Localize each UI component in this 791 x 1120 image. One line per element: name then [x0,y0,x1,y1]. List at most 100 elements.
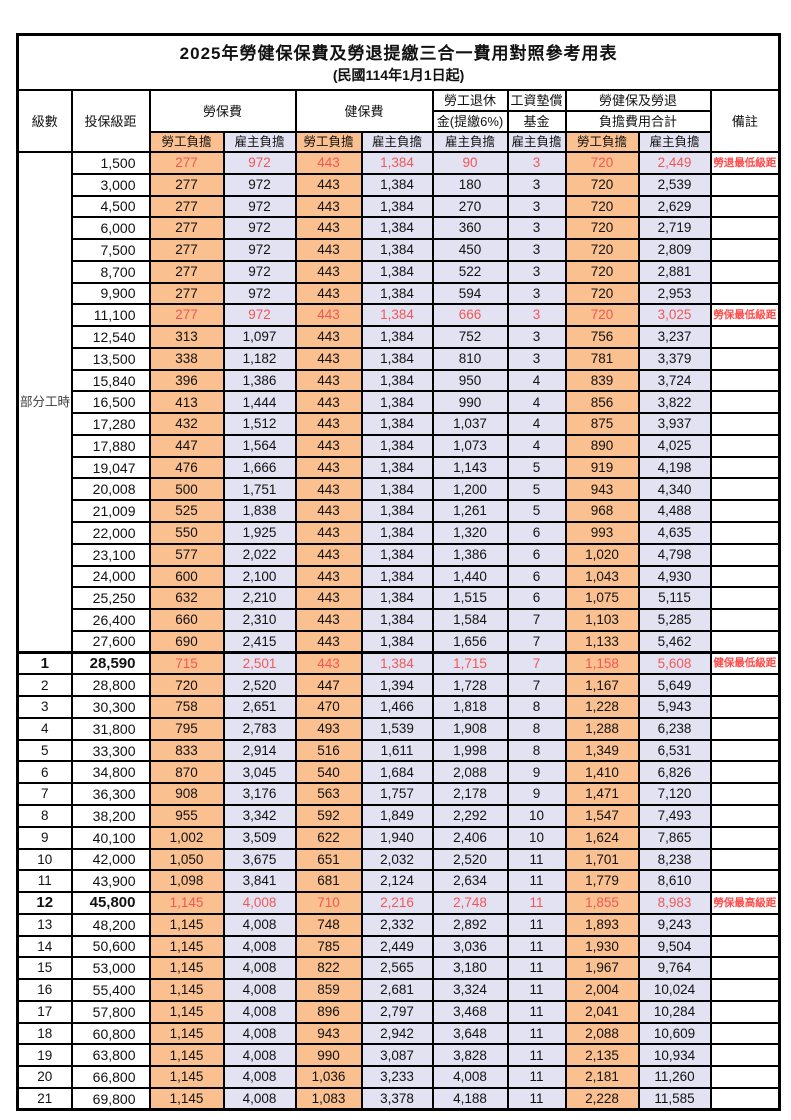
value-cell: 660 [148,608,225,632]
table-row: 6,000 277 972 443 1,384 360 3 720 2,719 [18,216,781,241]
remark-cell [709,238,781,262]
remark-cell [709,673,781,698]
value-cell: 972 [222,194,297,219]
value-cell: 443 [294,477,363,502]
value-cell: 1,925 [222,521,297,545]
value-cell: 8 [506,716,567,741]
remark-cell: 勞保最高級距 [709,891,781,915]
value-cell: 11 [506,934,567,959]
value-cell: 1,167 [564,673,640,698]
table-row: 13,500 338 1,182 443 1,384 810 3 781 3,379 [18,346,781,371]
value-cell: 11,260 [637,1065,712,1089]
table-row: 13 48,200 1,145 4,008 748 2,332 2,892 11 1,893 9,… [16,912,781,937]
remark-cell [709,782,781,806]
value-cell: 443 [294,346,363,371]
bracket-cell: 69,800 [70,1086,151,1111]
value-cell: 1,624 [564,825,640,850]
table-row: 15 53,000 1,145 4,008 822 2,565 3,180 11 1,967 9,… [16,956,781,981]
bracket-cell: 45,800 [70,891,151,915]
value-cell: 1,288 [564,716,640,741]
value-cell: 3,724 [637,368,712,393]
value-cell: 1,967 [564,956,640,981]
value-cell: 4,008 [431,1065,509,1089]
table-row: 3 30,300 758 2,651 470 1,466 1,818 8 1,228 5,943 [16,695,781,719]
value-cell: 563 [294,782,363,806]
value-cell: 1,656 [431,629,509,654]
level-cell: 6 [16,760,73,785]
value-cell: 1,145 [148,1065,225,1089]
header-arrears-line1: 工資墊償 [506,89,567,112]
value-cell: 3,379 [637,346,712,371]
table-row: 21,009 525 1,838 443 1,384 1,261 5 968 4,488 [18,499,781,524]
table-row: 16,500 413 1,444 443 1,384 990 4 856 3,822 [18,390,781,415]
value-cell: 4,008 [222,934,297,959]
value-cell: 3,045 [222,760,297,785]
value-cell: 550 [148,521,225,545]
bracket-cell: 21,009 [70,499,151,524]
level-cell: 13 [16,912,73,937]
header-bracket: 投保級距 [70,89,151,153]
value-cell: 5,649 [637,673,712,698]
remark-cell [709,368,781,393]
value-cell: 1,020 [564,542,640,567]
table-row: 25,250 632 2,210 443 1,384 1,515 6 1,075 5,115 [18,586,781,611]
bracket-cell: 36,300 [70,782,151,806]
value-cell: 2,634 [431,869,509,894]
value-cell: 443 [294,194,363,219]
level-cell: 17 [16,999,73,1024]
value-cell: 2,178 [431,782,509,806]
value-cell: 1,083 [294,1086,363,1111]
remark-cell [709,586,781,611]
value-cell: 1,539 [360,716,434,741]
value-cell: 622 [294,825,363,850]
value-cell: 690 [148,629,225,654]
value-cell: 443 [294,259,363,284]
level-cell: 12 [16,891,73,915]
value-cell: 993 [564,521,640,545]
value-cell: 3,822 [637,390,712,415]
value-cell: 277 [148,259,225,284]
value-cell: 2,332 [360,912,434,937]
value-cell: 277 [148,238,225,262]
value-cell: 972 [222,151,297,175]
value-cell: 443 [294,586,363,611]
value-cell: 1,715 [431,651,509,676]
bracket-cell: 26,400 [70,608,151,632]
subheader-total-employer: 雇主負擔 [637,131,712,153]
value-cell: 3,176 [222,782,297,806]
value-cell: 1,200 [431,477,509,502]
value-cell: 781 [564,346,640,371]
value-cell: 3,237 [637,325,712,349]
value-cell: 443 [294,368,363,393]
value-cell: 443 [294,499,363,524]
bracket-cell: 17,280 [70,412,151,436]
value-cell: 1,547 [564,803,640,828]
bracket-cell: 23,100 [70,542,151,567]
bracket-cell: 24,000 [70,564,151,589]
value-cell: 1,145 [148,1043,225,1068]
value-cell: 1,611 [360,738,434,763]
value-cell: 2,032 [360,847,434,872]
value-cell: 4,488 [637,499,712,524]
value-cell: 5,285 [637,608,712,632]
bracket-cell: 22,000 [70,521,151,545]
value-cell: 2,292 [431,803,509,828]
remark-cell [709,455,781,480]
remark-cell [709,1065,781,1089]
table-row: 23,100 577 2,022 443 1,384 1,386 6 1,020 4,798 [18,542,781,567]
value-cell: 7,493 [637,803,712,828]
level-cell: 14 [16,934,73,959]
value-cell: 2,181 [564,1065,640,1089]
remark-cell [709,542,781,567]
value-cell: 1,684 [360,760,434,785]
table-row: 6 34,800 870 3,045 540 1,684 2,088 9 1,410 6,826 [16,760,781,785]
value-cell: 1,930 [564,934,640,959]
page-title: 2025年勞健保保費及勞退提繳三合一費用對照參考用表 [179,43,618,63]
remark-cell [709,912,781,937]
value-cell: 2,100 [222,564,297,589]
value-cell: 1,384 [360,390,434,415]
remark-cell [709,521,781,545]
value-cell: 896 [294,999,363,1024]
header-row-1: 級數 投保級距 勞保費 健保費 勞工退休 工資墊償 勞健保及勞退 備註 [16,89,781,153]
